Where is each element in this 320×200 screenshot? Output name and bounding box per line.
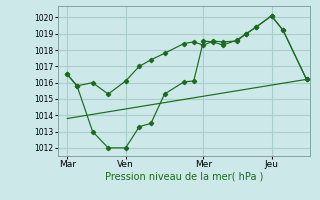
X-axis label: Pression niveau de la mer( hPa ): Pression niveau de la mer( hPa ) [105,172,263,182]
